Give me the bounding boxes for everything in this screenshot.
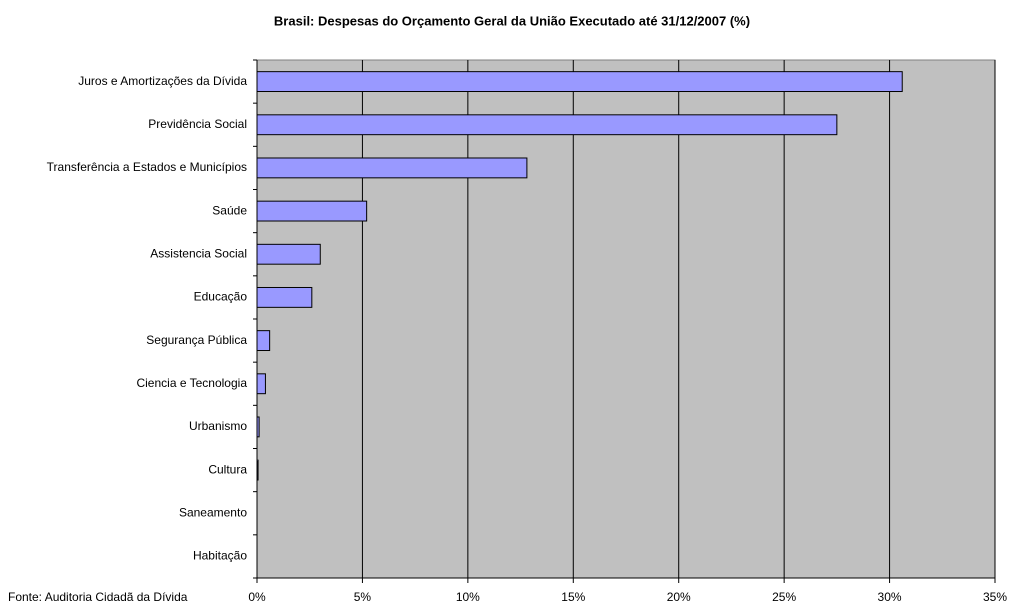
x-tick-label: 5% bbox=[354, 590, 372, 604]
x-tick-label: 25% bbox=[772, 590, 796, 604]
bar bbox=[256, 459, 259, 481]
x-tick-label: 20% bbox=[667, 590, 691, 604]
bar bbox=[256, 71, 903, 93]
x-tick-label: 15% bbox=[561, 590, 585, 604]
y-tick-label: Assistencia Social bbox=[150, 246, 247, 260]
y-tick-label: Saneamento bbox=[179, 505, 247, 519]
x-tick-label: 30% bbox=[878, 590, 902, 604]
bar bbox=[256, 157, 528, 179]
y-tick-label: Juros e Amortizações da Dívida bbox=[78, 74, 247, 88]
bar bbox=[256, 200, 368, 222]
bar bbox=[256, 114, 838, 136]
bar bbox=[256, 373, 266, 395]
plot-area bbox=[256, 59, 996, 579]
y-tick-label: Segurança Pública bbox=[146, 333, 247, 347]
y-tick-label: Ciencia e Tecnologia bbox=[136, 376, 247, 390]
y-tick-label: Urbanismo bbox=[189, 419, 247, 433]
bar bbox=[256, 243, 321, 265]
x-tick-label: 0% bbox=[248, 590, 266, 604]
x-tick-label: 35% bbox=[983, 590, 1007, 604]
y-tick-label: Saúde bbox=[212, 203, 247, 217]
bar bbox=[256, 286, 313, 308]
y-tick-label: Educação bbox=[194, 290, 248, 304]
bar bbox=[256, 330, 271, 352]
bar bbox=[256, 416, 260, 438]
source-note: Fonte: Auditoria Cidadã da Dívida bbox=[8, 590, 188, 604]
y-tick-label: Transferência a Estados e Municípios bbox=[47, 160, 247, 174]
y-tick-label: Previdência Social bbox=[148, 117, 247, 131]
chart-title: Brasil: Despesas do Orçamento Geral da U… bbox=[274, 13, 750, 28]
y-tick-label: Cultura bbox=[208, 462, 247, 476]
y-tick-label: Habitação bbox=[193, 549, 247, 563]
x-tick-label: 10% bbox=[456, 590, 480, 604]
